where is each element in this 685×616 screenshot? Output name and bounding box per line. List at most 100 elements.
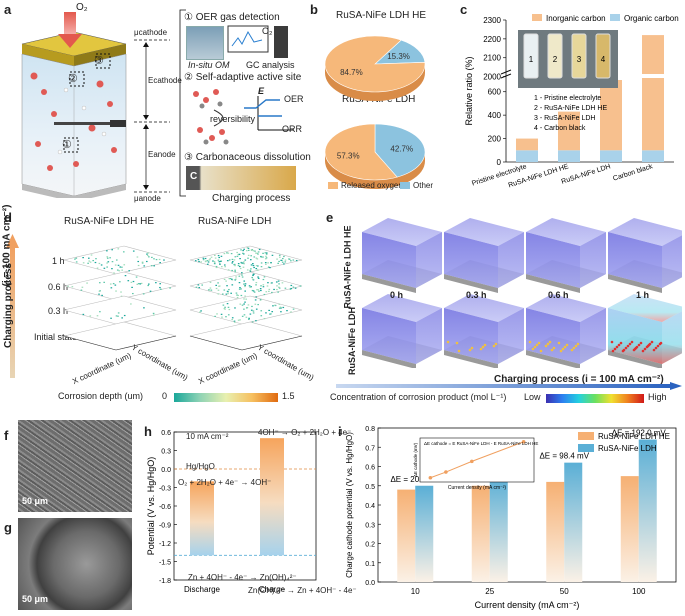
e-time-0-6h: 0.6 h [548, 290, 569, 300]
i-ytick-label-2: 0.2 [365, 542, 375, 549]
d-speck [243, 303, 245, 305]
d-speck [198, 260, 200, 263]
corrosion-cubes [362, 218, 682, 368]
e-speck [619, 341, 623, 345]
d-xaxis-line-0 [63, 335, 117, 351]
e-speck [528, 340, 532, 344]
d-speck [244, 285, 246, 288]
e-speck [610, 340, 614, 344]
d-speck [249, 286, 251, 288]
i-bar-2-1 [564, 462, 583, 582]
d-speck [217, 259, 220, 261]
d-speck [227, 269, 230, 271]
cathode-potential-chart: 0.0 0.1 0.2 0.3 0.4 0.5 0.6 0.7 0.8 Charge cathod… [345, 426, 677, 610]
d-speck [256, 289, 258, 291]
i-inset-point-2 [470, 459, 474, 464]
c-bar-3-0 [642, 150, 664, 162]
d-speck [94, 261, 97, 264]
e-cube-he-1-side [498, 232, 524, 288]
c-vial-label-0: 1 [529, 55, 534, 64]
d-speck [87, 262, 89, 264]
charging-process-label: Charging process [212, 193, 291, 204]
d-speck [290, 260, 292, 262]
d-speck [109, 283, 112, 285]
e-speck [533, 345, 537, 349]
d-speck [275, 281, 278, 283]
d-speck [240, 294, 243, 297]
c-bar-2-0 [600, 150, 622, 162]
c-vial-legend-2: 3 - RuSA-NiFe LDH [534, 115, 595, 122]
d-speck [226, 290, 229, 292]
d-speck [123, 264, 126, 266]
d-speck [262, 286, 265, 288]
d-speck [147, 252, 150, 254]
d-speck [257, 276, 259, 278]
c-vial-legend-1: 2 - RuSA-NiFe LDH HE [534, 105, 607, 112]
d-speck [264, 252, 267, 254]
d-speck [235, 292, 238, 294]
d-speck [256, 265, 259, 267]
d-speck [217, 254, 220, 257]
e-speck [565, 343, 569, 347]
d-speck [270, 313, 272, 315]
i-bar-0-0 [397, 489, 416, 582]
active-site-diagram [193, 89, 294, 145]
panel-label-d: d [4, 210, 12, 225]
d-speck [98, 282, 101, 284]
d-speck [142, 293, 145, 295]
d-speck [276, 288, 278, 291]
d-speck [279, 256, 281, 258]
d-speck [210, 256, 213, 258]
d-speck [231, 317, 234, 319]
d-speck [278, 287, 281, 289]
d-speck [244, 290, 246, 292]
e-cube-he-0-top [362, 218, 442, 246]
c-vial-1 [547, 33, 563, 79]
d-speck [259, 298, 262, 301]
d-speck [277, 280, 280, 282]
e-speck [548, 340, 552, 344]
insitu-om-label: In-situ OM [188, 60, 230, 70]
d-speck [257, 303, 259, 306]
c-break-mark-2 [500, 69, 512, 75]
i-ytick-label-4: 0.4 [365, 503, 375, 510]
e-speck [646, 344, 650, 348]
d-speck [240, 261, 243, 264]
d-speck [121, 317, 123, 319]
e-speck [446, 340, 450, 344]
d-speck [218, 285, 221, 287]
d-speck [130, 303, 132, 305]
d-speck [255, 308, 258, 310]
d-speck [245, 250, 248, 252]
e-speck [455, 341, 459, 345]
e-cube-he-3-front [608, 232, 662, 288]
c-legend-inorganic: Inorganic carbon [546, 14, 606, 23]
d-speck [247, 254, 250, 256]
d-speck [258, 290, 260, 292]
e-cube-he-2-front [526, 232, 580, 288]
d-speck [141, 262, 144, 264]
d-speck [147, 284, 150, 287]
d-speck [268, 288, 271, 291]
d-speck [249, 259, 252, 261]
legend-other-label: Other [413, 181, 434, 190]
d-speck [265, 291, 268, 293]
d-speck [220, 260, 222, 262]
d-speck [254, 303, 257, 305]
c-bar-3-1-low [642, 80, 664, 151]
d-speck [155, 258, 158, 261]
d-speck [86, 282, 88, 284]
d-speck [245, 298, 247, 300]
d-speck [233, 263, 236, 266]
e-cube-ldh-3-base-side [608, 350, 662, 368]
d-speck [169, 287, 171, 289]
h-ytick-label-8: 0.6 [161, 430, 171, 437]
e-speck [622, 348, 626, 352]
e-cube-ldh-0-side [416, 308, 442, 364]
d-speck [262, 252, 264, 254]
d-speck [237, 294, 240, 297]
d-speck [252, 274, 254, 277]
e-speck [552, 346, 556, 350]
d-speck [137, 260, 140, 263]
d-speck [243, 308, 245, 310]
